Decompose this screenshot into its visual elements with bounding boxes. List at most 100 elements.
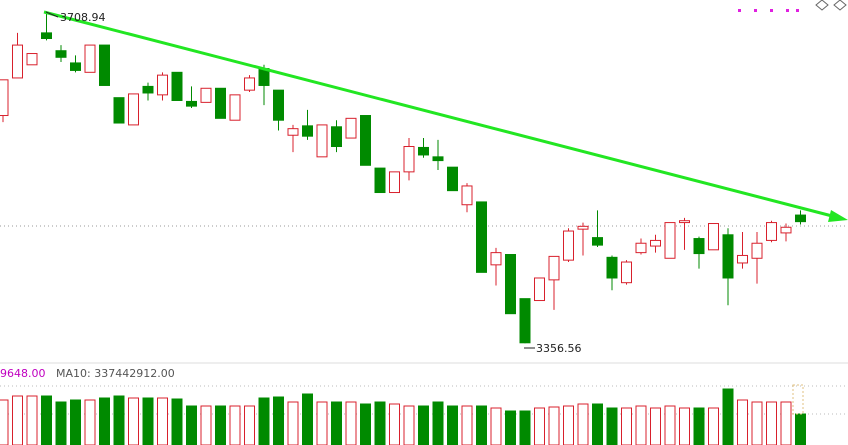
volume-bar	[447, 405, 458, 445]
toolbar-icon[interactable]	[833, 0, 847, 11]
volume-bar	[186, 405, 197, 445]
volume-bar	[708, 407, 719, 445]
volume-bar	[592, 403, 603, 445]
volume-bar	[693, 407, 705, 445]
volume-bar	[316, 401, 328, 445]
candle-body	[186, 100, 197, 107]
volume-bar	[99, 397, 110, 445]
high-pointer	[45, 11, 59, 18]
candle-body	[113, 97, 125, 124]
candle-body	[519, 298, 531, 344]
candle-body	[229, 94, 241, 121]
volume-bar	[519, 410, 531, 445]
pending-volume	[792, 384, 804, 415]
candle-body	[693, 238, 705, 255]
volume-bar	[360, 403, 371, 445]
volume-bar	[490, 407, 502, 445]
volume-bar	[403, 405, 415, 445]
candle-body	[476, 201, 487, 273]
volume-bar	[389, 403, 400, 445]
volume-bar	[244, 405, 255, 445]
volume-bar	[679, 407, 690, 445]
toolbar-dots[interactable]	[738, 9, 799, 12]
volume-bar	[577, 403, 589, 445]
candle-body	[26, 53, 38, 66]
volume-bar	[432, 401, 444, 445]
candle-body	[287, 128, 299, 136]
volume-bar	[374, 401, 386, 445]
volume-bar	[534, 407, 545, 445]
candle-body	[621, 261, 632, 284]
candle-body	[722, 234, 734, 279]
candle-body	[780, 226, 792, 234]
volume-ma10: MA10: 337442912.00	[56, 367, 175, 380]
candle-body	[12, 44, 23, 79]
volume-bar	[55, 401, 67, 445]
volume-bar	[287, 401, 299, 445]
candle-body	[157, 74, 168, 96]
volume-bar	[795, 413, 806, 445]
candle-body	[795, 214, 806, 223]
volume-bar	[258, 397, 270, 445]
volume-bar	[229, 405, 241, 445]
candle-body	[403, 146, 415, 173]
volume-bar	[418, 405, 429, 445]
candle-body	[461, 185, 473, 206]
volume-bar	[548, 406, 560, 445]
candle-body	[273, 89, 284, 121]
toolbar-icon[interactable]	[815, 0, 829, 11]
volume-bar	[157, 397, 168, 445]
volume-bar	[215, 405, 226, 445]
volume-bar	[766, 401, 777, 445]
candle-body	[374, 167, 386, 194]
candle-body	[650, 239, 661, 247]
candle-body	[751, 242, 763, 259]
candle-body	[41, 32, 52, 40]
candle-body	[200, 87, 212, 103]
volume-bar	[461, 405, 473, 445]
candle-body	[55, 50, 67, 58]
candle-body	[70, 62, 81, 71]
volume-bar	[780, 401, 792, 445]
candle-body	[432, 156, 444, 162]
volume-bar	[84, 399, 96, 445]
volume-bar	[142, 397, 154, 445]
volume-bar	[722, 388, 734, 445]
candle-body	[737, 254, 748, 264]
volume-bar	[563, 405, 574, 445]
volume-bar	[12, 395, 23, 445]
candle-body	[128, 93, 139, 126]
candle-body	[0, 79, 9, 117]
candle-body	[679, 220, 690, 224]
candle-body	[389, 171, 400, 194]
volume-bar	[505, 410, 516, 445]
volume-ma5: 9648.00	[0, 367, 46, 380]
candle-body	[418, 146, 429, 156]
candle-body	[534, 277, 545, 302]
candle-body	[635, 242, 647, 254]
volume-bar	[26, 395, 38, 445]
candle-body	[563, 230, 574, 261]
candle-body	[577, 225, 589, 230]
volume-bar	[476, 405, 487, 445]
volume-bar	[200, 405, 212, 445]
volume-bar	[113, 395, 125, 445]
candle-body	[171, 71, 183, 101]
volume-bar	[664, 405, 676, 445]
volume-bar	[0, 399, 9, 445]
volume-bar	[128, 397, 139, 445]
trend-line	[43, 10, 837, 219]
candle-body	[766, 222, 777, 241]
candles	[0, 12, 806, 344]
volume-bar	[621, 407, 632, 445]
volume-bar	[41, 395, 52, 445]
volume-bar	[345, 401, 357, 445]
low-label: 3356.56	[536, 342, 582, 355]
candle-body	[142, 85, 154, 94]
high-label: 3708.94	[60, 11, 106, 24]
trend-arrow	[828, 210, 848, 222]
candle-body	[345, 117, 357, 139]
candle-body	[84, 44, 96, 73]
volume-bar	[302, 393, 313, 445]
